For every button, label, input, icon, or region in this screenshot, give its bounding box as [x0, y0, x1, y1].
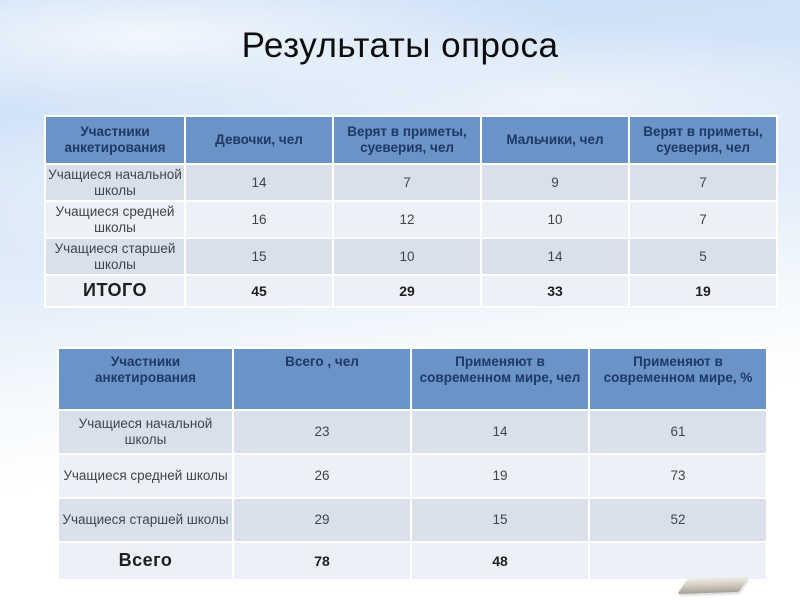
row-label: Учащиеся начальной школы: [57, 409, 234, 455]
row-label: Учащиеся начальной школы: [44, 163, 186, 202]
cell-value: 5: [628, 237, 778, 276]
cell-value: 52: [588, 497, 768, 543]
row-label: Учащиеся средней школы: [44, 200, 186, 239]
cell-value: 26: [232, 453, 412, 499]
cell-value: 15: [184, 237, 334, 276]
total-value: 78: [232, 541, 412, 581]
cell-value: 12: [332, 200, 482, 239]
cell-value: 9: [480, 163, 630, 202]
total-value: 48: [410, 541, 590, 581]
cell-value: 7: [628, 200, 778, 239]
column-header-apply-count: Применяют в современном мире, чел: [410, 347, 590, 411]
total-label: ИТОГО: [44, 274, 186, 308]
cell-value: 7: [332, 163, 482, 202]
beliefs-survey-table: Участники анкетирования Девочки, чел Вер…: [44, 115, 778, 308]
total-value: 33: [480, 274, 630, 308]
usage-survey-table: Участники анкетирования Всего , чел Прим…: [57, 347, 768, 581]
cell-value: 29: [232, 497, 412, 543]
column-header-boys: Мальчики, чел: [480, 115, 630, 165]
cell-value: 16: [184, 200, 334, 239]
table-row-primary-school: Учащиеся начальной школы 23 14 61: [57, 409, 768, 455]
table-row-middle-school: Учащиеся средней школы 16 12 10 7: [44, 200, 778, 239]
column-header-participants: Участники анкетирования: [44, 115, 186, 165]
column-header-participants: Участники анкетирования: [57, 347, 234, 411]
table-row-high-school: Учащиеся старшей школы 15 10 14 5: [44, 237, 778, 276]
total-value: 45: [184, 274, 334, 308]
usage-table-header-row: Участники анкетирования Всего , чел Прим…: [57, 347, 768, 411]
cell-value: 10: [332, 237, 482, 276]
decoration-image: [677, 576, 749, 595]
total-label: Всего: [57, 541, 234, 581]
column-header-boys-believe: Верят в приметы, суеверия, чел: [628, 115, 778, 165]
table-row-middle-school: Учащиеся средней школы 26 19 73: [57, 453, 768, 499]
cell-value: 61: [588, 409, 768, 455]
column-header-total: Всего , чел: [232, 347, 412, 411]
slide-title: Результаты опроса: [241, 26, 559, 65]
total-value: [588, 541, 768, 581]
cell-value: 19: [410, 453, 590, 499]
table-row-high-school: Учащиеся старшей школы 29 15 52: [57, 497, 768, 543]
cell-value: 14: [184, 163, 334, 202]
cell-value: 15: [410, 497, 590, 543]
cell-value: 23: [232, 409, 412, 455]
row-label: Учащиеся старшей школы: [44, 237, 186, 276]
beliefs-table-header-row: Участники анкетирования Девочки, чел Вер…: [44, 115, 778, 165]
total-value: 19: [628, 274, 778, 308]
column-header-apply-percent: Применяют в современном мире, %: [588, 347, 768, 411]
column-header-girls-believe: Верят в приметы, суеверия, чел: [332, 115, 482, 165]
cell-value: 7: [628, 163, 778, 202]
cell-value: 10: [480, 200, 630, 239]
table-row-total: Всего 78 48: [57, 541, 768, 581]
cell-value: 14: [410, 409, 590, 455]
total-value: 29: [332, 274, 482, 308]
row-label: Учащиеся средней школы: [57, 453, 234, 499]
cell-value: 14: [480, 237, 630, 276]
cell-value: 73: [588, 453, 768, 499]
row-label: Учащиеся старшей школы: [57, 497, 234, 543]
table-row-primary-school: Учащиеся начальной школы 14 7 9 7: [44, 163, 778, 202]
table-row-total: ИТОГО 45 29 33 19: [44, 274, 778, 308]
column-header-girls: Девочки, чел: [184, 115, 334, 165]
